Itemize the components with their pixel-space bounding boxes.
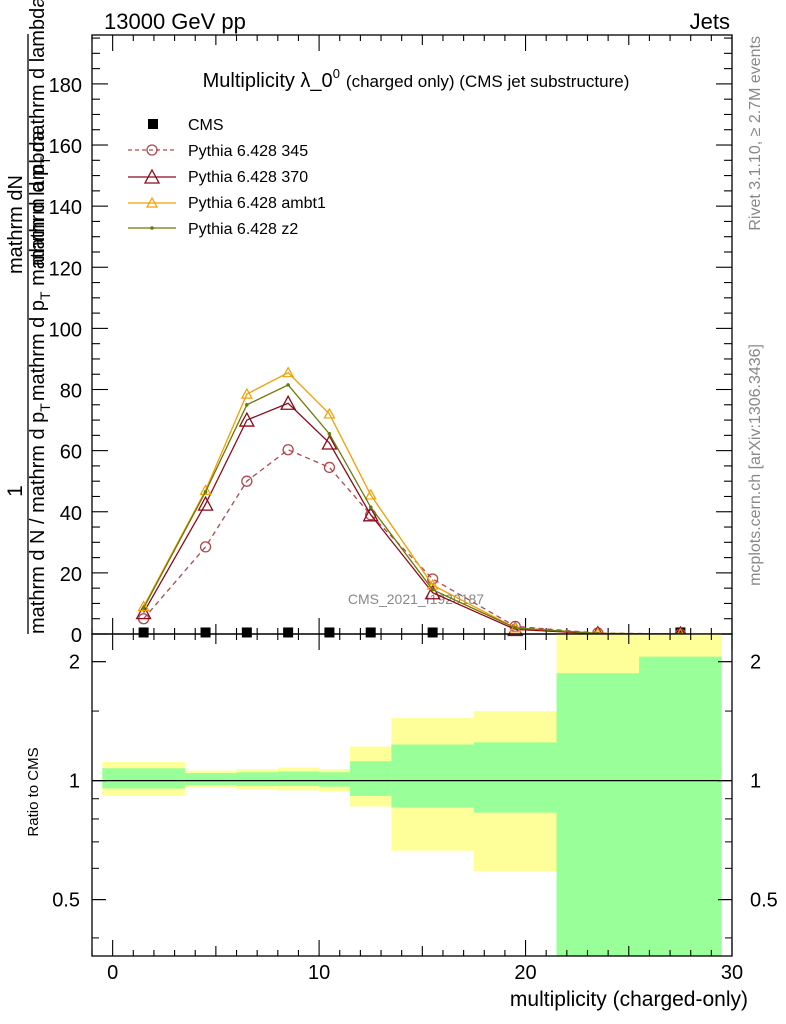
legend-marker-370 bbox=[143, 168, 161, 184]
upper-y-axis-title: 1 mathrm d N / mathrm d pTmathrm d pT ma… bbox=[4, 0, 53, 634]
point-pythia-6-428-z2 bbox=[513, 626, 518, 630]
ratio-band-green-1 bbox=[184, 773, 237, 785]
point-cms bbox=[283, 627, 294, 638]
xlabel: multiplicity (charged-only) bbox=[510, 988, 748, 1011]
header-left: 13000 GeV pp bbox=[104, 9, 246, 34]
ylabel-frac-numerator: 1 bbox=[4, 485, 27, 497]
series-line-pythia-6-428-345 bbox=[143, 448, 681, 635]
legend-marker-ambt1 bbox=[145, 196, 159, 208]
upper-ytick-label: 140 bbox=[49, 197, 82, 219]
ratio-ytick-label-right: 0.5 bbox=[750, 890, 778, 912]
ylabel-den: mathrm d pTmathrm d lambda bbox=[27, 0, 53, 266]
ratio-band-green-8 bbox=[556, 673, 640, 956]
ylabel-frac-denominator: mathrm d N / mathrm d pTmathrm d pT math… bbox=[27, 129, 53, 634]
ratio-ytick-label: 1 bbox=[69, 771, 80, 793]
point-pythia-6-428-ambt1 bbox=[364, 488, 377, 500]
point-cms bbox=[427, 627, 438, 638]
ratio-ytick-label-right: 1 bbox=[750, 771, 761, 793]
ratio-xtick-label: 30 bbox=[721, 962, 743, 984]
point-pythia-6-428-z2 bbox=[286, 383, 290, 387]
ratio-xtick-label: 20 bbox=[514, 962, 536, 984]
legend-label-ambt1: Pythia 6.428 ambt1 bbox=[188, 195, 326, 212]
point-pythia-6-428-370 bbox=[197, 495, 214, 511]
upper-plot: 0 20 40 60 80 100 120 140 160 180 bbox=[49, 34, 733, 647]
upper-ytick-label: 80 bbox=[60, 381, 82, 403]
upper-ytick-label: 0 bbox=[71, 625, 82, 647]
point-pythia-6-428-ambt1 bbox=[240, 387, 253, 399]
point-pythia-6-428-345 bbox=[241, 475, 253, 487]
point-pythia-6-428-345 bbox=[199, 541, 212, 553]
point-cms bbox=[241, 627, 252, 638]
ratio-band-green-2 bbox=[236, 772, 278, 786]
ratio-band-green-3 bbox=[277, 771, 320, 786]
point-pythia-6-428-370 bbox=[424, 584, 441, 600]
point-cms bbox=[138, 627, 149, 638]
legend-marker-z2 bbox=[150, 226, 154, 230]
point-pythia-6-428-z2 bbox=[430, 587, 435, 592]
point-cms bbox=[365, 627, 376, 638]
upper-ytick-label: 180 bbox=[49, 75, 82, 97]
point-pythia-6-428-ambt1 bbox=[137, 600, 150, 612]
ratio-band-green-5 bbox=[350, 761, 392, 796]
ratio-band-green-0 bbox=[102, 768, 185, 789]
ratio-xtick-label: 0 bbox=[107, 962, 118, 984]
point-pythia-6-428-370 bbox=[238, 411, 255, 427]
point-pythia-6-428-370 bbox=[362, 506, 379, 522]
legend: CMS Pythia 6.428 345 Pythia 6.428 370 Py… bbox=[128, 117, 326, 238]
upper-ytick-label: 160 bbox=[49, 136, 82, 158]
point-pythia-6-428-370 bbox=[280, 394, 297, 410]
legend-label-345: Pythia 6.428 345 bbox=[188, 143, 308, 160]
point-cms bbox=[200, 627, 211, 638]
ratio-band-green-6 bbox=[391, 744, 474, 808]
header-right: Jets bbox=[690, 9, 730, 34]
point-pythia-6-428-ambt1 bbox=[323, 407, 336, 419]
ratio-frame bbox=[91, 633, 733, 957]
point-pythia-6-428-370 bbox=[321, 434, 338, 450]
ratio-ytick-label-right: 2 bbox=[750, 652, 761, 674]
ratio-plot: 0.5 0.51 12 20 10 20 30 bbox=[52, 633, 778, 984]
upper-ytick-label: 20 bbox=[60, 564, 82, 586]
upper-ytick-label: 60 bbox=[60, 442, 82, 464]
ratio-xtick-label: 10 bbox=[308, 962, 330, 984]
point-pythia-6-428-370 bbox=[135, 604, 152, 620]
point-pythia-6-428-z2 bbox=[203, 490, 208, 494]
point-pythia-6-428-z2 bbox=[368, 505, 373, 509]
point-pythia-6-428-ambt1 bbox=[199, 484, 212, 495]
legend-label-cms: CMS bbox=[188, 117, 224, 134]
rivet-label: Rivet 3.1.10, ≥ 2.7M events bbox=[747, 36, 764, 231]
watermark: CMS_2021_I1920187 bbox=[348, 591, 484, 607]
point-cms bbox=[324, 627, 335, 638]
upper-ytick-label: 100 bbox=[49, 319, 82, 341]
point-pythia-6-428-345 bbox=[282, 444, 294, 456]
legend-marker-345 bbox=[146, 144, 158, 156]
ylabel-num: mathrm dN bbox=[5, 175, 27, 274]
point-pythia-6-428-z2 bbox=[141, 606, 146, 610]
ratio-ytick-label: 0.5 bbox=[52, 890, 80, 912]
point-pythia-6-428-ambt1 bbox=[282, 366, 295, 378]
legend-label-370: Pythia 6.428 370 bbox=[188, 169, 308, 186]
point-pythia-6-428-z2 bbox=[245, 402, 249, 407]
point-pythia-6-428-345 bbox=[323, 461, 336, 474]
ratio-ytick-label: 2 bbox=[69, 652, 80, 674]
legend-marker-cms bbox=[148, 119, 158, 129]
ratio-band-green-4 bbox=[319, 772, 351, 787]
mcplots-label: mcplots.cern.ch [arXiv:1306.3436] bbox=[747, 344, 764, 586]
ratio-band-green-9 bbox=[639, 656, 722, 956]
point-pythia-6-428-z2 bbox=[327, 432, 332, 436]
series-line-pythia-6-428-370 bbox=[143, 402, 681, 635]
ratio-band-green-7 bbox=[473, 742, 557, 813]
series-line-pythia-6-428-z2 bbox=[143, 384, 681, 635]
legend-label-z2: Pythia 6.428 z2 bbox=[188, 221, 298, 238]
upper-ytick-label: 120 bbox=[49, 258, 82, 280]
ratio-ylabel: Ratio to CMS bbox=[25, 747, 42, 836]
plot-title: Multiplicity λ_00 (charged only) (CMS jet… bbox=[203, 66, 630, 92]
upper-ytick-label: 40 bbox=[60, 503, 82, 525]
